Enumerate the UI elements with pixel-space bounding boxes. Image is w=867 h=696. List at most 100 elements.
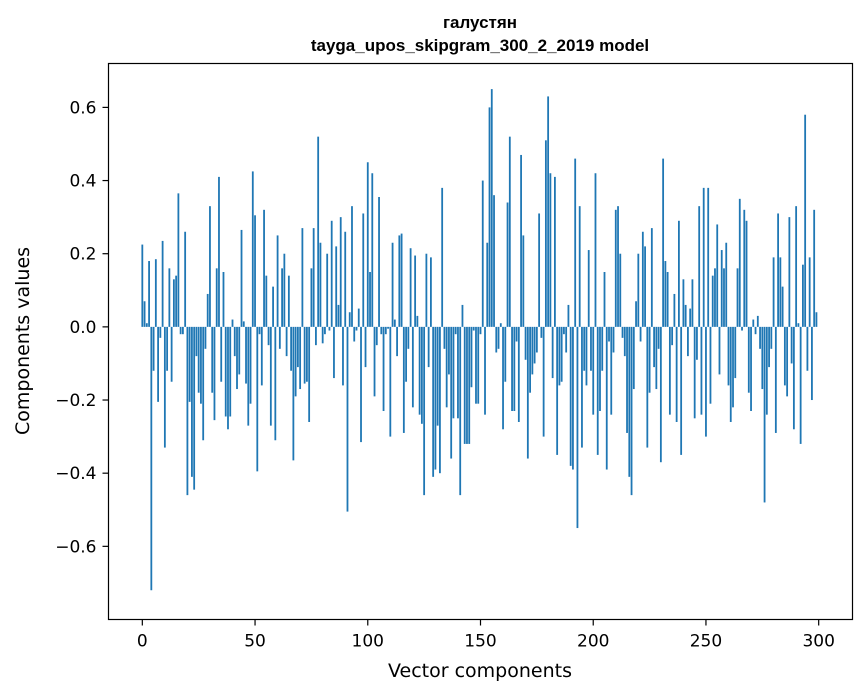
bar [355, 326, 358, 331]
bar [696, 326, 698, 360]
bar [231, 319, 234, 327]
bar [179, 326, 182, 335]
bar [668, 326, 671, 415]
bar [222, 272, 225, 327]
bar [175, 275, 178, 327]
y-tick-label: −0.4 [55, 464, 96, 484]
bar [263, 209, 265, 327]
bar [619, 253, 622, 327]
bar [398, 235, 401, 327]
bar [637, 253, 640, 327]
bar [628, 326, 631, 477]
bar [301, 228, 304, 327]
bar [472, 326, 475, 331]
bar [357, 308, 360, 327]
bar [258, 326, 261, 335]
bar [540, 326, 543, 338]
bar [752, 319, 755, 327]
bar [490, 89, 493, 327]
bar [630, 326, 633, 496]
bar [718, 326, 721, 375]
bar [673, 293, 676, 327]
bar [664, 261, 667, 327]
bar [256, 326, 259, 472]
bar [384, 326, 387, 335]
bar [774, 326, 777, 433]
bar [328, 326, 331, 331]
bar [705, 326, 707, 437]
bar [770, 326, 773, 349]
bar [684, 304, 687, 327]
bar [414, 255, 417, 327]
bar [375, 326, 378, 346]
bar [578, 206, 581, 327]
bar [245, 326, 247, 384]
bar [499, 323, 502, 327]
bar [276, 235, 279, 327]
x-axis-label: Vector components [388, 660, 572, 682]
bar [738, 198, 741, 327]
bar [330, 220, 333, 327]
bar [218, 176, 220, 327]
bar [698, 206, 701, 327]
x-tick-label: 0 [137, 632, 148, 652]
bar [468, 326, 471, 444]
x-tick-label: 150 [464, 632, 496, 652]
x-tick-label: 200 [577, 632, 609, 652]
bar [641, 231, 644, 327]
bar [623, 326, 626, 357]
bar [650, 228, 653, 327]
bar [260, 326, 263, 386]
bar [154, 259, 157, 327]
bar [274, 326, 277, 441]
bar [450, 326, 453, 459]
bar [700, 326, 703, 415]
bar [644, 246, 646, 327]
bar [524, 326, 527, 360]
bar [484, 326, 486, 415]
bar [792, 326, 795, 430]
bar [251, 171, 254, 327]
bar [393, 319, 396, 327]
bar [687, 326, 689, 357]
bar [202, 326, 205, 441]
bar [299, 326, 302, 390]
bar [678, 220, 680, 327]
bar [808, 257, 811, 327]
bar [420, 326, 423, 424]
y-tick-label: −0.6 [55, 537, 96, 557]
bar [287, 275, 290, 327]
bar [759, 326, 761, 349]
bar [454, 326, 457, 335]
bar [204, 326, 207, 349]
bar [463, 326, 466, 444]
bar [725, 242, 728, 327]
bar [425, 253, 428, 327]
bar [254, 215, 256, 327]
bar [195, 326, 198, 357]
bar [436, 326, 439, 426]
bars-group [141, 89, 818, 591]
bar [529, 326, 531, 393]
bar [743, 209, 746, 327]
bar [565, 326, 568, 353]
bar [736, 268, 739, 327]
bar [659, 326, 662, 463]
bar [296, 326, 299, 368]
bar [324, 326, 326, 335]
chart-title-line1: галустян [443, 13, 517, 32]
bar [213, 326, 216, 421]
bar [781, 286, 784, 327]
bar [267, 326, 270, 346]
bar [220, 326, 223, 382]
bar [369, 272, 371, 327]
bar [348, 312, 351, 327]
bar [423, 326, 426, 496]
bar [554, 176, 556, 327]
y-tick-label: 0.4 [69, 172, 96, 192]
bar [391, 242, 394, 327]
bar [689, 308, 692, 327]
bar [815, 312, 818, 327]
bar [200, 326, 202, 404]
bar [522, 235, 525, 327]
